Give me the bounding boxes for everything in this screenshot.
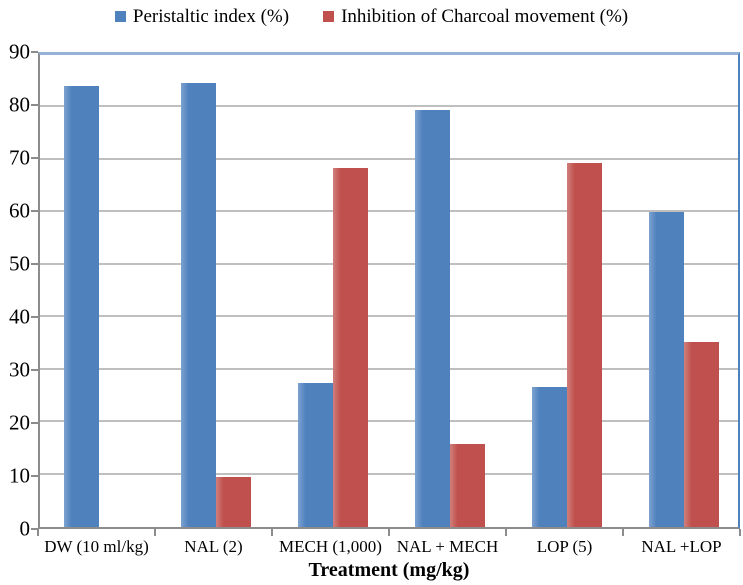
x-axis-label: LOP (5) xyxy=(536,537,593,556)
x-axis-label: NAL +LOP xyxy=(641,537,722,556)
y-axis-tick xyxy=(31,369,38,371)
x-axis-label: DW (10 ml/kg) xyxy=(44,537,149,556)
bar-group xyxy=(625,55,742,527)
x-axis-label: NAL + MECH xyxy=(396,537,499,556)
legend-label: Inhibition of Charcoal movement (%) xyxy=(341,5,629,27)
y-axis-label: 40 xyxy=(9,304,30,329)
gridline xyxy=(40,315,738,318)
gridline xyxy=(40,472,738,475)
x-axis-tick xyxy=(622,529,624,536)
x-axis-tick xyxy=(739,529,741,536)
y-axis-label: 80 xyxy=(9,92,30,117)
gridline xyxy=(40,210,738,213)
bar-group xyxy=(274,55,391,527)
bar-blue xyxy=(648,212,684,527)
y-axis-tick xyxy=(31,157,38,159)
y-axis-label: 30 xyxy=(9,357,30,382)
y-axis-tick xyxy=(31,104,38,106)
bar-red xyxy=(332,168,368,527)
y-axis-label: 10 xyxy=(9,463,30,488)
gridline xyxy=(40,105,738,108)
legend-swatch-icon xyxy=(114,10,126,22)
bar-red xyxy=(566,162,602,527)
bar-blue xyxy=(63,85,99,527)
bar-blue xyxy=(180,82,216,527)
y-axis-label: 70 xyxy=(9,145,30,170)
legend-label: Peristaltic index (%) xyxy=(132,5,290,27)
bar-group xyxy=(508,55,625,527)
bar-blue xyxy=(297,382,333,527)
y-axis-tick xyxy=(31,528,38,530)
y-axis-label: 0 xyxy=(19,516,31,541)
bar-red xyxy=(683,341,719,527)
y-axis-label: 20 xyxy=(9,410,30,435)
gridline xyxy=(40,367,738,370)
bar-red xyxy=(449,444,485,527)
bar-blue xyxy=(531,386,567,527)
y-axis-tick xyxy=(31,316,38,318)
x-axis-title: Treatment (mg/kg) xyxy=(308,559,470,581)
y-axis-label: 60 xyxy=(9,198,30,223)
x-axis-tick xyxy=(37,529,39,536)
y-axis-label: 90 xyxy=(9,39,30,64)
legend-item: Peristaltic index (%) xyxy=(114,5,290,27)
x-axis-tick xyxy=(388,529,390,536)
bar-blue xyxy=(414,109,450,527)
bar-group xyxy=(157,55,274,527)
bar-group xyxy=(391,55,508,527)
y-axis-tick xyxy=(31,475,38,477)
y-axis-tick xyxy=(31,51,38,53)
x-axis-label: MECH (1,000) xyxy=(279,537,382,556)
bar-group xyxy=(40,55,157,527)
plot-area xyxy=(38,52,740,529)
chart-legend: Peristaltic index (%) Inhibition of Charc… xyxy=(0,2,743,30)
x-axis-tick xyxy=(154,529,156,536)
gridline xyxy=(40,420,738,423)
y-axis-label: 50 xyxy=(9,251,30,276)
x-axis-tick xyxy=(271,529,273,536)
y-axis-tick xyxy=(31,210,38,212)
x-axis-tick xyxy=(505,529,507,536)
gridline xyxy=(40,262,738,265)
gridline xyxy=(40,157,738,160)
legend-swatch-icon xyxy=(323,10,335,22)
y-axis-tick xyxy=(31,422,38,424)
x-axis-label: NAL (2) xyxy=(184,537,243,556)
y-axis-tick xyxy=(31,263,38,265)
legend-item: Inhibition of Charcoal movement (%) xyxy=(323,7,628,26)
bar-red xyxy=(215,477,251,527)
